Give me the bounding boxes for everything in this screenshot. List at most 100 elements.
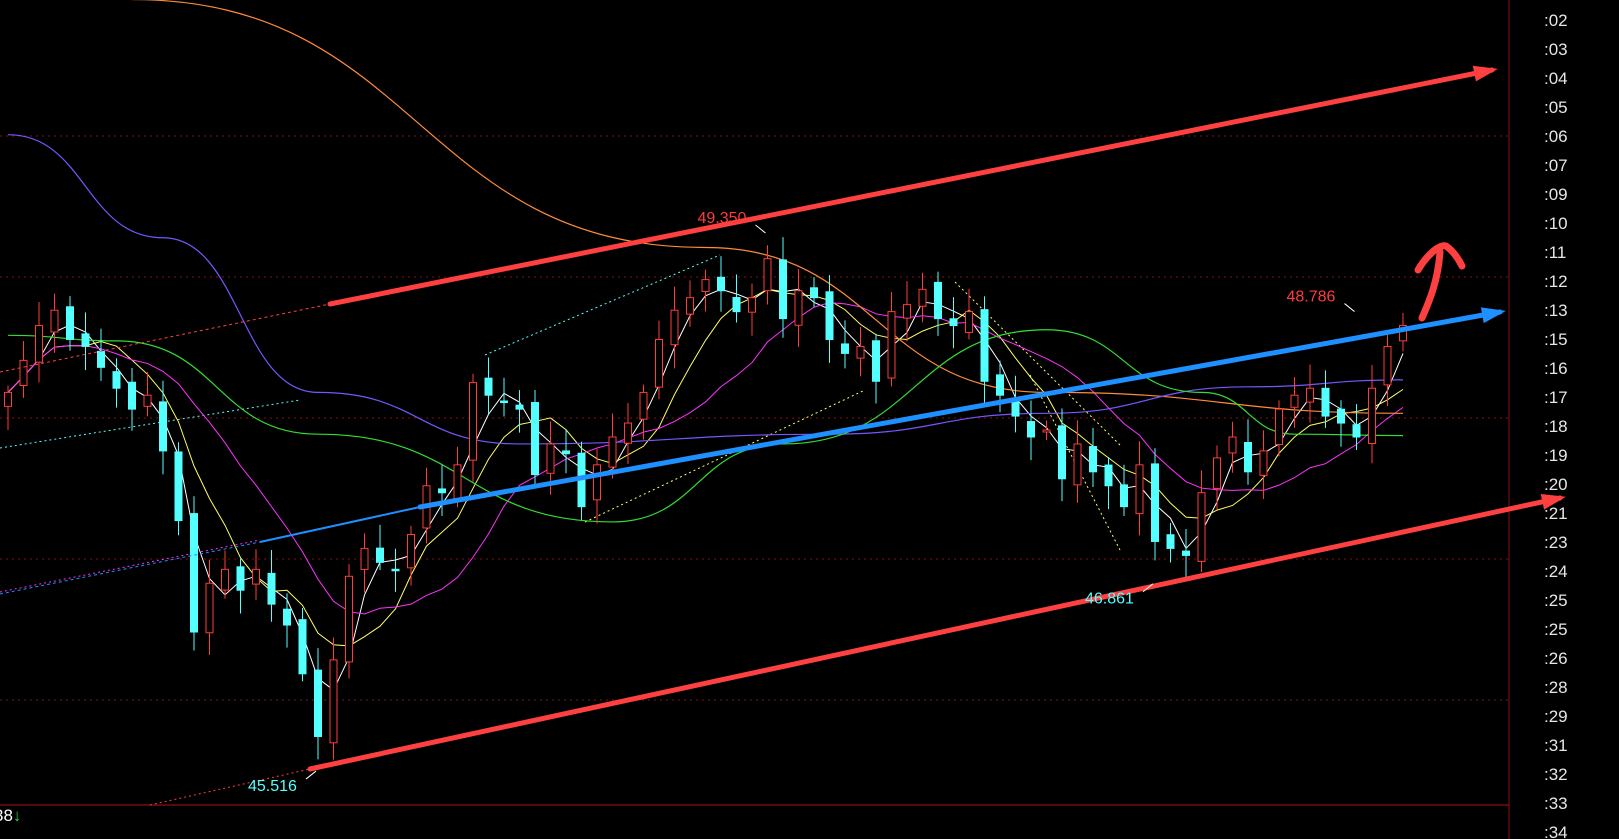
axis-tick-label: :16 — [1544, 359, 1568, 378]
candle-down — [500, 400, 508, 404]
candle-up — [1290, 394, 1299, 408]
footer-readout: 38↓ — [0, 806, 21, 826]
candle-up — [856, 345, 865, 359]
candle-down — [1058, 425, 1066, 480]
candle-down — [267, 572, 276, 605]
price-annotation: 46.861 — [1085, 591, 1134, 608]
candle-up — [1073, 443, 1082, 486]
candle-down — [732, 297, 741, 313]
dotted-trend-line — [0, 399, 301, 449]
dotted-trend-line — [484, 254, 721, 356]
candle-down — [283, 608, 291, 626]
candle-down — [872, 340, 880, 382]
lower-channel-line — [307, 495, 1563, 772]
dotted-trend-line — [0, 539, 261, 593]
right-axis-labels: :02:03:04:05:06:07:09:10:11:12:13:15:16:… — [1544, 11, 1568, 839]
midline-extension — [0, 541, 261, 595]
midline-line — [417, 309, 1503, 510]
ma-blue-line — [7, 134, 1404, 445]
candle-up — [205, 582, 214, 634]
axis-tick-label: :21 — [1544, 504, 1568, 523]
candle-down — [112, 371, 121, 389]
candle-down — [174, 451, 183, 522]
candle-up — [1399, 325, 1407, 342]
candle-down — [531, 402, 539, 476]
candle-up — [918, 288, 927, 307]
candle-up — [624, 422, 632, 444]
candle-up — [794, 290, 803, 326]
candle-down — [1089, 446, 1097, 473]
axis-tick-label: :18 — [1544, 417, 1568, 436]
axis-tick-label: :06 — [1544, 127, 1568, 146]
annotation-pointer-icon — [1344, 303, 1355, 312]
candle-up — [252, 568, 260, 585]
candle-down — [1104, 464, 1113, 487]
candle-down — [779, 259, 787, 320]
candle-down — [980, 309, 989, 382]
ma20-line — [7, 302, 1404, 615]
candle-up — [4, 391, 12, 407]
candle-down — [1182, 550, 1190, 556]
candle-down — [314, 669, 322, 737]
candle-down — [996, 374, 1004, 396]
candle-up — [1275, 408, 1283, 446]
candle-down — [515, 404, 524, 410]
candle-up — [686, 297, 694, 315]
candle-up — [763, 258, 772, 292]
price-annotation: 45.516 — [248, 778, 297, 795]
candle-up — [50, 309, 59, 333]
axis-tick-label: :10 — [1544, 214, 1568, 233]
candle-down — [1321, 387, 1330, 417]
candle-up — [1213, 457, 1221, 489]
price-annotation: 49.350 — [698, 210, 747, 227]
candle-down — [934, 281, 942, 320]
candle-down — [825, 291, 834, 340]
axis-tick-label: :02 — [1544, 11, 1568, 30]
axis-tick-label: :31 — [1544, 736, 1568, 755]
midline-thin — [259, 506, 421, 543]
midarrowhead-icon-line — [1480, 307, 1506, 324]
candle-down — [717, 276, 725, 292]
axis-tick-label: :05 — [1544, 98, 1568, 117]
candle-up — [329, 659, 338, 744]
candles — [4, 237, 1407, 760]
candle-down — [438, 488, 446, 494]
annotation-pointer-icon — [305, 770, 317, 780]
price-annotation: 48.786 — [1287, 289, 1336, 306]
candle-up — [593, 464, 601, 501]
annotation-pointer-icon — [755, 224, 766, 234]
candle-up — [655, 338, 663, 388]
candle-down — [1352, 424, 1361, 438]
axis-tick-label: :07 — [1544, 156, 1568, 175]
candle-up — [221, 568, 229, 591]
candle-up — [903, 304, 911, 319]
channel-lines — [0, 65, 1566, 772]
upper-channel-arrowhead-icon — [1472, 65, 1498, 82]
candle-down — [298, 619, 307, 675]
axis-tick-label: :32 — [1544, 765, 1568, 784]
candle-down — [66, 306, 74, 340]
candle-up — [453, 464, 462, 499]
candle-down — [1166, 534, 1175, 549]
candle-down — [81, 333, 90, 347]
candle-down — [159, 401, 167, 452]
moving-averages — [7, 0, 1404, 691]
axis-tick-label: :11 — [1544, 243, 1566, 262]
candle-up — [143, 394, 152, 407]
candle-down — [1120, 484, 1128, 508]
ma5-line — [7, 288, 1404, 691]
candle-up — [19, 359, 28, 387]
candle-down — [1244, 441, 1252, 473]
candle-up — [639, 391, 648, 420]
axis-tick-label: :34 — [1544, 823, 1568, 839]
candle-down — [949, 318, 958, 327]
candle-down — [484, 377, 493, 396]
upper-channel-extension — [0, 303, 331, 373]
axis-tick-label: :17 — [1544, 388, 1568, 407]
axis-tick-label: :09 — [1544, 185, 1568, 204]
candle-down — [190, 513, 198, 633]
down-arrow-icon: ↓ — [12, 806, 22, 825]
ma10-line — [7, 288, 1404, 647]
dotted-trend-line — [954, 281, 1121, 446]
dotted-trend-line — [584, 389, 866, 523]
